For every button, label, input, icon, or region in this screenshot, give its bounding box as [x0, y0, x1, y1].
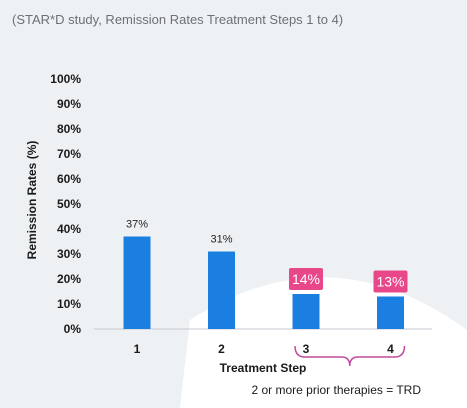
y-tick-label: 60% — [57, 172, 81, 186]
x-axis-title: Treatment Step — [220, 361, 307, 375]
bar — [292, 294, 320, 329]
y-tick-label: 10% — [57, 297, 81, 311]
y-tick-label: 30% — [57, 247, 81, 261]
y-axis-title: Remission Rates (%) — [25, 141, 39, 260]
y-tick-label: 80% — [57, 122, 81, 136]
x-tick-label: 1 — [134, 342, 141, 356]
chart-subtitle: (STAR*D study, Remission Rates Treatment… — [12, 12, 344, 27]
data-label: 13% — [376, 274, 404, 290]
y-tick-label: 100% — [50, 72, 81, 86]
bar — [123, 236, 151, 329]
bar — [377, 296, 404, 329]
y-tick-label: 0% — [64, 322, 82, 336]
y-tick-label: 90% — [57, 97, 81, 111]
y-tick-label: 70% — [57, 147, 81, 161]
y-tick-label: 40% — [57, 222, 81, 236]
x-tick-label: 3 — [303, 342, 310, 356]
bar — [208, 251, 235, 329]
trd-bracket — [294, 345, 406, 367]
highlight-label-box — [289, 268, 323, 290]
data-label: 14% — [292, 271, 320, 287]
trd-annotation: 2 or more prior therapies = TRD — [251, 383, 421, 397]
y-tick-label: 20% — [57, 272, 81, 286]
x-tick-label: 2 — [218, 342, 225, 356]
data-label: 37% — [126, 219, 148, 231]
highlight-label-box — [373, 270, 408, 293]
y-tick-label: 50% — [57, 197, 81, 211]
data-label: 31% — [210, 234, 232, 246]
x-tick-label: 4 — [387, 342, 394, 356]
